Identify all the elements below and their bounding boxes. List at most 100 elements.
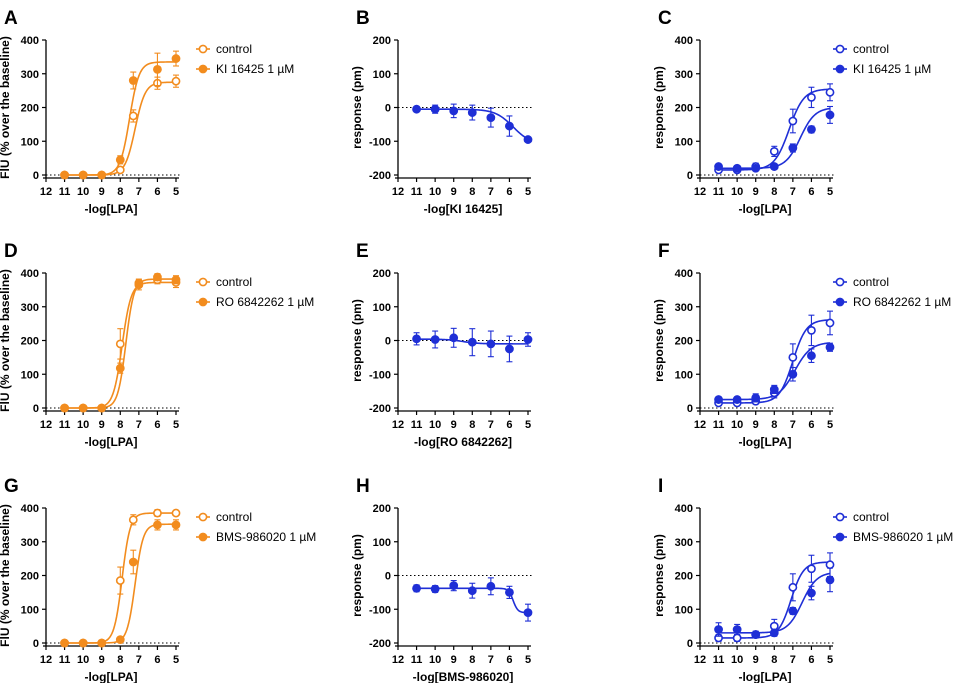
x-tick-label: 9 [99,654,105,666]
legend-marker [835,64,845,74]
data-point [732,395,742,404]
y-tick-label: -200 [369,403,391,415]
data-point [78,170,88,180]
y-tick-label: 200 [373,503,391,515]
x-tick-label: 10 [731,186,743,198]
panel-letter: B [356,8,370,29]
legend-marker [198,297,208,307]
panel-d: D 0 100 200 300 400 12 11 10 9 8 7 6 5 -log[LPA] FlU (%… [0,241,314,449]
data-point [97,170,107,180]
series-2 [714,342,835,404]
x-tick-label: 12 [40,654,52,666]
y-tick-label: 400 [21,35,39,47]
panel-b: B -200 -100 0 100 200 12 11 10 9 8 7 6 5 -log[KI 16425… [350,8,534,216]
legend-marker [835,277,845,287]
y-tick-label: 0 [687,403,693,415]
x-tick-label: 12 [40,419,52,431]
y-axis-label: FlU (% over the baseline) [0,36,12,179]
data-point [115,635,125,645]
x-tick-label: 6 [154,186,160,198]
data-point [60,638,69,648]
x-tick-label: 5 [525,186,531,198]
data-point [60,403,69,413]
y-tick-label: -100 [369,369,391,381]
data-point [807,325,816,335]
x-tick-label: 6 [506,654,512,666]
x-tick-label: 8 [117,654,123,666]
data-point [153,64,162,74]
data-point [714,395,723,404]
y-tick-label: -100 [369,604,391,616]
panel-h: H -200 -100 0 100 200 12 11 10 9 8 7 6 5 -log[BMS-9860… [350,476,534,683]
y-axis-label: response (pm) [652,299,666,382]
series-2 [60,272,181,413]
x-tick-label: 8 [469,419,475,431]
data-point [115,339,125,349]
x-tick-label: 5 [827,654,833,666]
legend-label: RO 6842262 1 µM [216,295,314,309]
x-tick-label: 10 [77,654,89,666]
data-point [505,121,514,131]
data-point [769,146,779,156]
y-tick-label: 200 [21,336,39,348]
panel-c: C 0 100 200 300 400 12 11 10 9 8 7 6 5 -log[LPA] respon… [652,8,931,216]
x-tick-label: 8 [771,186,777,198]
y-tick-label: 0 [687,170,693,182]
x-tick-label: 10 [429,186,441,198]
panel-g: G 0 100 200 300 400 12 11 10 9 8 7 6 5 -log[LPA] FlU (%… [0,476,316,683]
legend-marker [198,532,208,542]
data-point [825,110,835,120]
legend-label: control [853,510,889,524]
series-1 [412,577,533,622]
legend-label: control [216,275,252,289]
legend-label: BMS-986020 1 µM [216,530,316,544]
y-tick-label: 0 [385,336,391,348]
y-tick-label: 100 [373,537,391,549]
data-point [171,508,181,518]
legend-marker [198,512,208,522]
data-point [825,342,835,352]
data-point [467,337,477,347]
y-tick-label: 0 [33,170,39,182]
x-axis-label: -log[LPA] [738,435,791,449]
y-tick-label: 200 [675,336,693,348]
series-1 [714,552,835,643]
y-axis-label: response (pm) [652,66,666,149]
x-tick-label: 10 [77,419,89,431]
legend: control KI 16425 1 µM [196,42,294,76]
x-axis-label: -log[LPA] [84,670,137,683]
data-point [115,165,125,175]
data-point [430,584,440,594]
x-axis-label: -log[RO 6842262] [414,435,512,449]
x-tick-label: 7 [488,186,494,198]
data-point [523,335,533,344]
y-tick-label: 100 [21,369,39,381]
x-tick-label: 10 [429,419,441,431]
y-tick-label: 100 [675,136,693,148]
x-tick-label: 11 [59,186,71,198]
y-tick-label: -200 [369,170,391,182]
data-point [751,163,761,173]
x-tick-label: 12 [694,654,706,666]
legend-marker [198,64,208,74]
x-axis-label: -log[BMS-986020] [413,670,514,683]
x-tick-label: 11 [713,654,725,666]
legend: control BMS-986020 1 µM [833,510,953,544]
data-point [153,272,162,282]
y-axis-label: response (pm) [350,534,364,617]
x-tick-label: 5 [173,186,179,198]
data-point [732,625,742,634]
y-tick-label: 0 [33,403,39,415]
x-tick-label: 8 [117,186,123,198]
legend-marker [835,512,845,522]
x-tick-label: 5 [827,419,833,431]
x-tick-label: 12 [392,186,404,198]
x-tick-label: 9 [451,186,457,198]
y-tick-label: 200 [373,35,391,47]
data-point [732,163,742,173]
data-point [115,363,125,373]
legend-marker [835,44,845,54]
data-point [825,575,835,585]
